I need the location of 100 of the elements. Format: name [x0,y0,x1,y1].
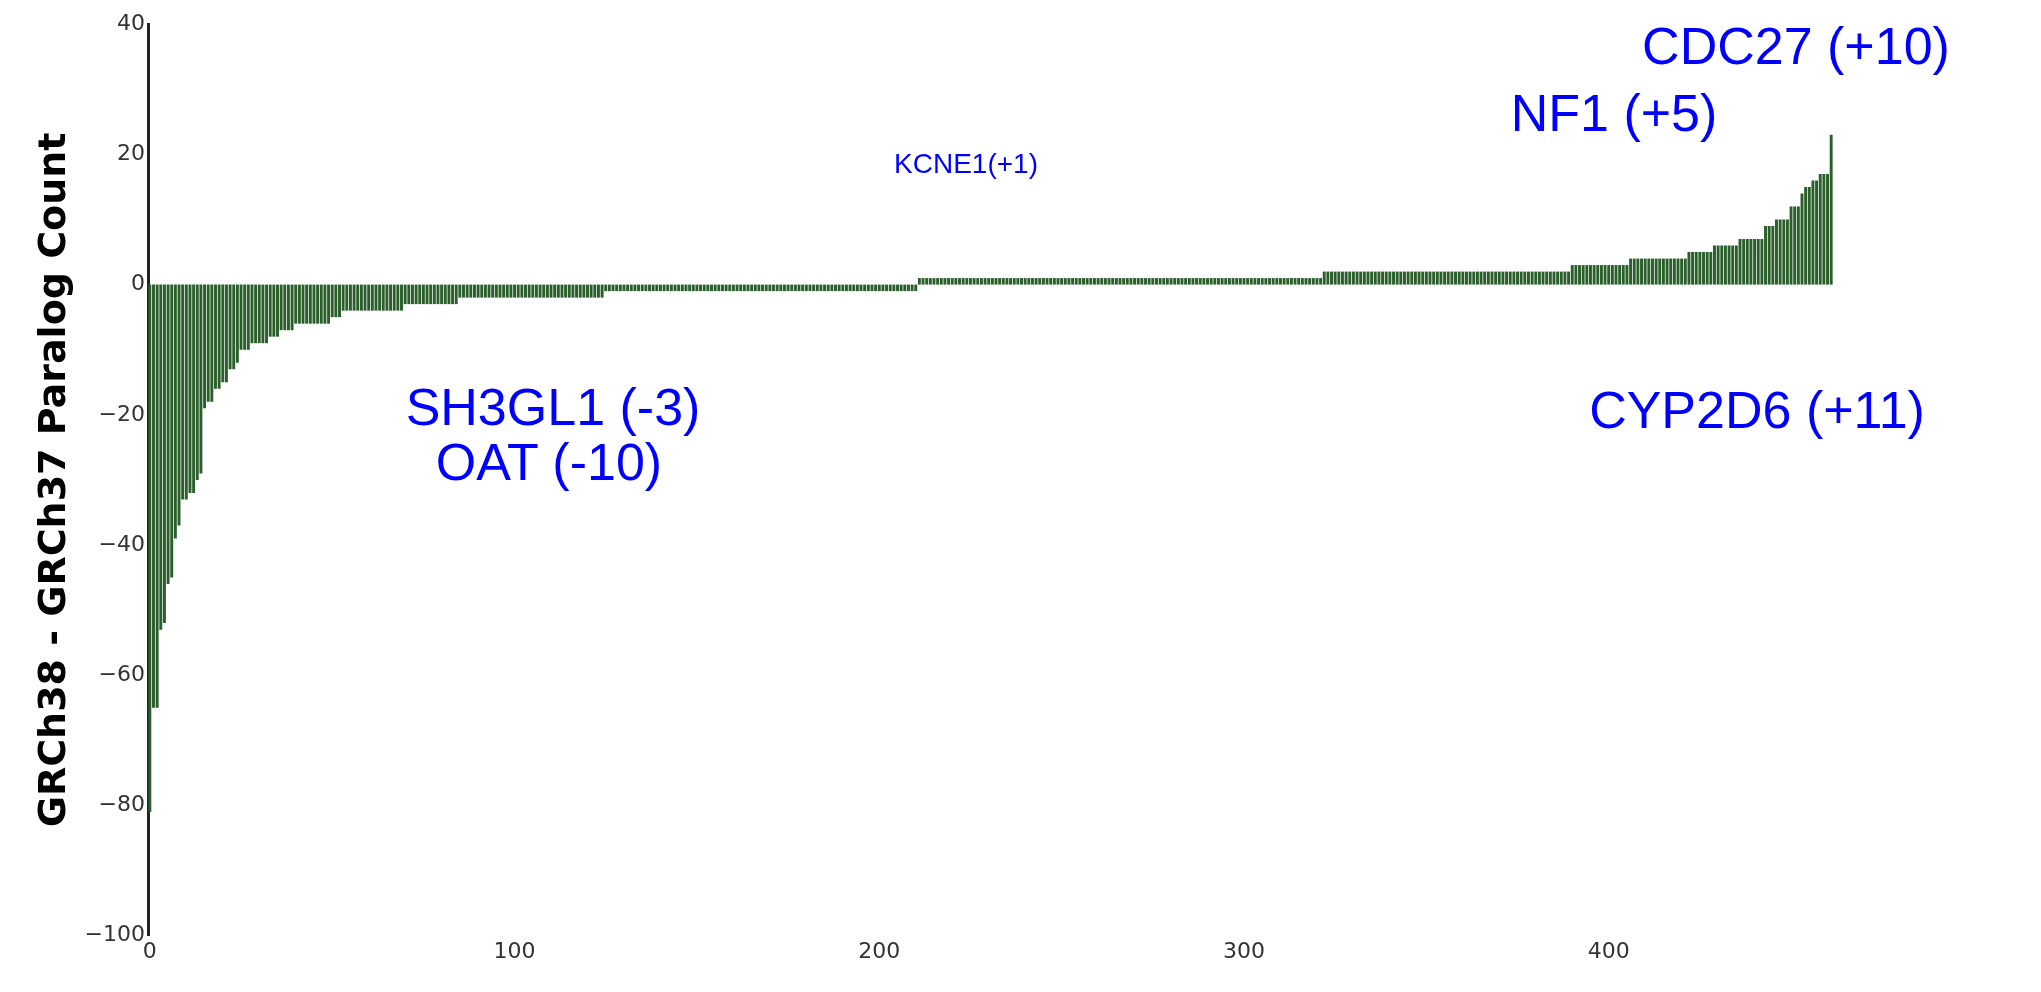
bar [1198,278,1202,285]
bar [633,284,637,292]
bar [531,284,535,298]
bar [1049,278,1053,285]
bar [618,284,622,292]
bar [1698,252,1702,285]
bar [1636,258,1640,285]
bar [976,278,980,285]
bar [534,284,538,298]
bar [1654,258,1658,285]
bar [841,284,845,292]
bar [1782,219,1786,285]
bar [1432,271,1436,285]
bar [1647,258,1651,285]
bar [823,284,827,292]
bar [655,284,659,292]
bar [1227,278,1231,285]
bar [1031,278,1034,285]
bar [334,284,338,318]
bar [1370,271,1374,285]
bar [476,284,480,298]
bar [527,284,531,298]
bar [706,284,710,292]
bar [662,284,666,292]
bar [1705,252,1709,285]
bar [939,278,943,285]
bar [1362,271,1366,285]
bar [764,284,768,292]
bar [1326,271,1330,285]
bar [1114,278,1118,285]
bar [308,284,312,324]
bar [1060,278,1064,285]
bar [443,284,447,305]
bar [1559,271,1563,285]
bar [323,284,327,324]
bar [1300,278,1304,285]
bar [1063,278,1067,285]
annotation: NF1 (+5) [1510,84,1718,143]
bar [265,284,269,344]
bar [1403,271,1406,285]
bar [626,284,630,292]
bar [184,284,188,500]
bar [1618,265,1622,285]
bar [1333,271,1337,285]
bar [1530,271,1534,285]
bar [947,278,951,285]
bar [1687,252,1691,285]
bar [305,284,309,324]
bar [1592,265,1596,285]
bar [688,284,692,292]
bar [1439,271,1443,285]
bar [1596,265,1600,285]
bar [440,284,444,305]
bar [801,284,805,292]
bar [1282,278,1286,285]
bar [491,284,495,298]
bar [1494,271,1498,285]
bar [524,284,527,298]
bar [1731,245,1735,285]
bar [421,284,425,305]
bar [1093,278,1096,285]
annotation: CDC27 (+10) [1642,17,1950,76]
bar [327,284,331,324]
bar [410,284,414,305]
bar [943,278,947,285]
bar [1585,265,1589,285]
bar [1096,278,1100,285]
bar [338,284,341,318]
bar [724,284,728,292]
bar [1581,265,1585,285]
y-tick-label: −80 [98,791,146,817]
bar [1147,278,1151,285]
bar [1020,278,1023,285]
bar [1483,271,1487,285]
bar [1541,271,1545,285]
bar [1016,278,1020,285]
bar [224,284,228,383]
bar [852,284,856,292]
x-tick-label: 100 [493,937,536,963]
bar [958,278,961,285]
bar [1249,278,1253,285]
bar [1341,271,1344,285]
bar [1570,265,1574,285]
bar [844,284,848,292]
bar [283,284,287,331]
bar [1468,271,1472,285]
bar [826,284,830,292]
bar [1213,278,1217,285]
bar [1344,271,1348,285]
bar [1767,226,1771,285]
bar [1680,258,1684,285]
bar [1082,278,1085,285]
bar [1720,245,1724,285]
bar [367,284,371,311]
bar [1206,278,1209,285]
bar [1454,271,1457,285]
bar [1012,278,1016,285]
bar [1406,271,1410,285]
bar [1665,258,1669,285]
bar [710,284,713,292]
